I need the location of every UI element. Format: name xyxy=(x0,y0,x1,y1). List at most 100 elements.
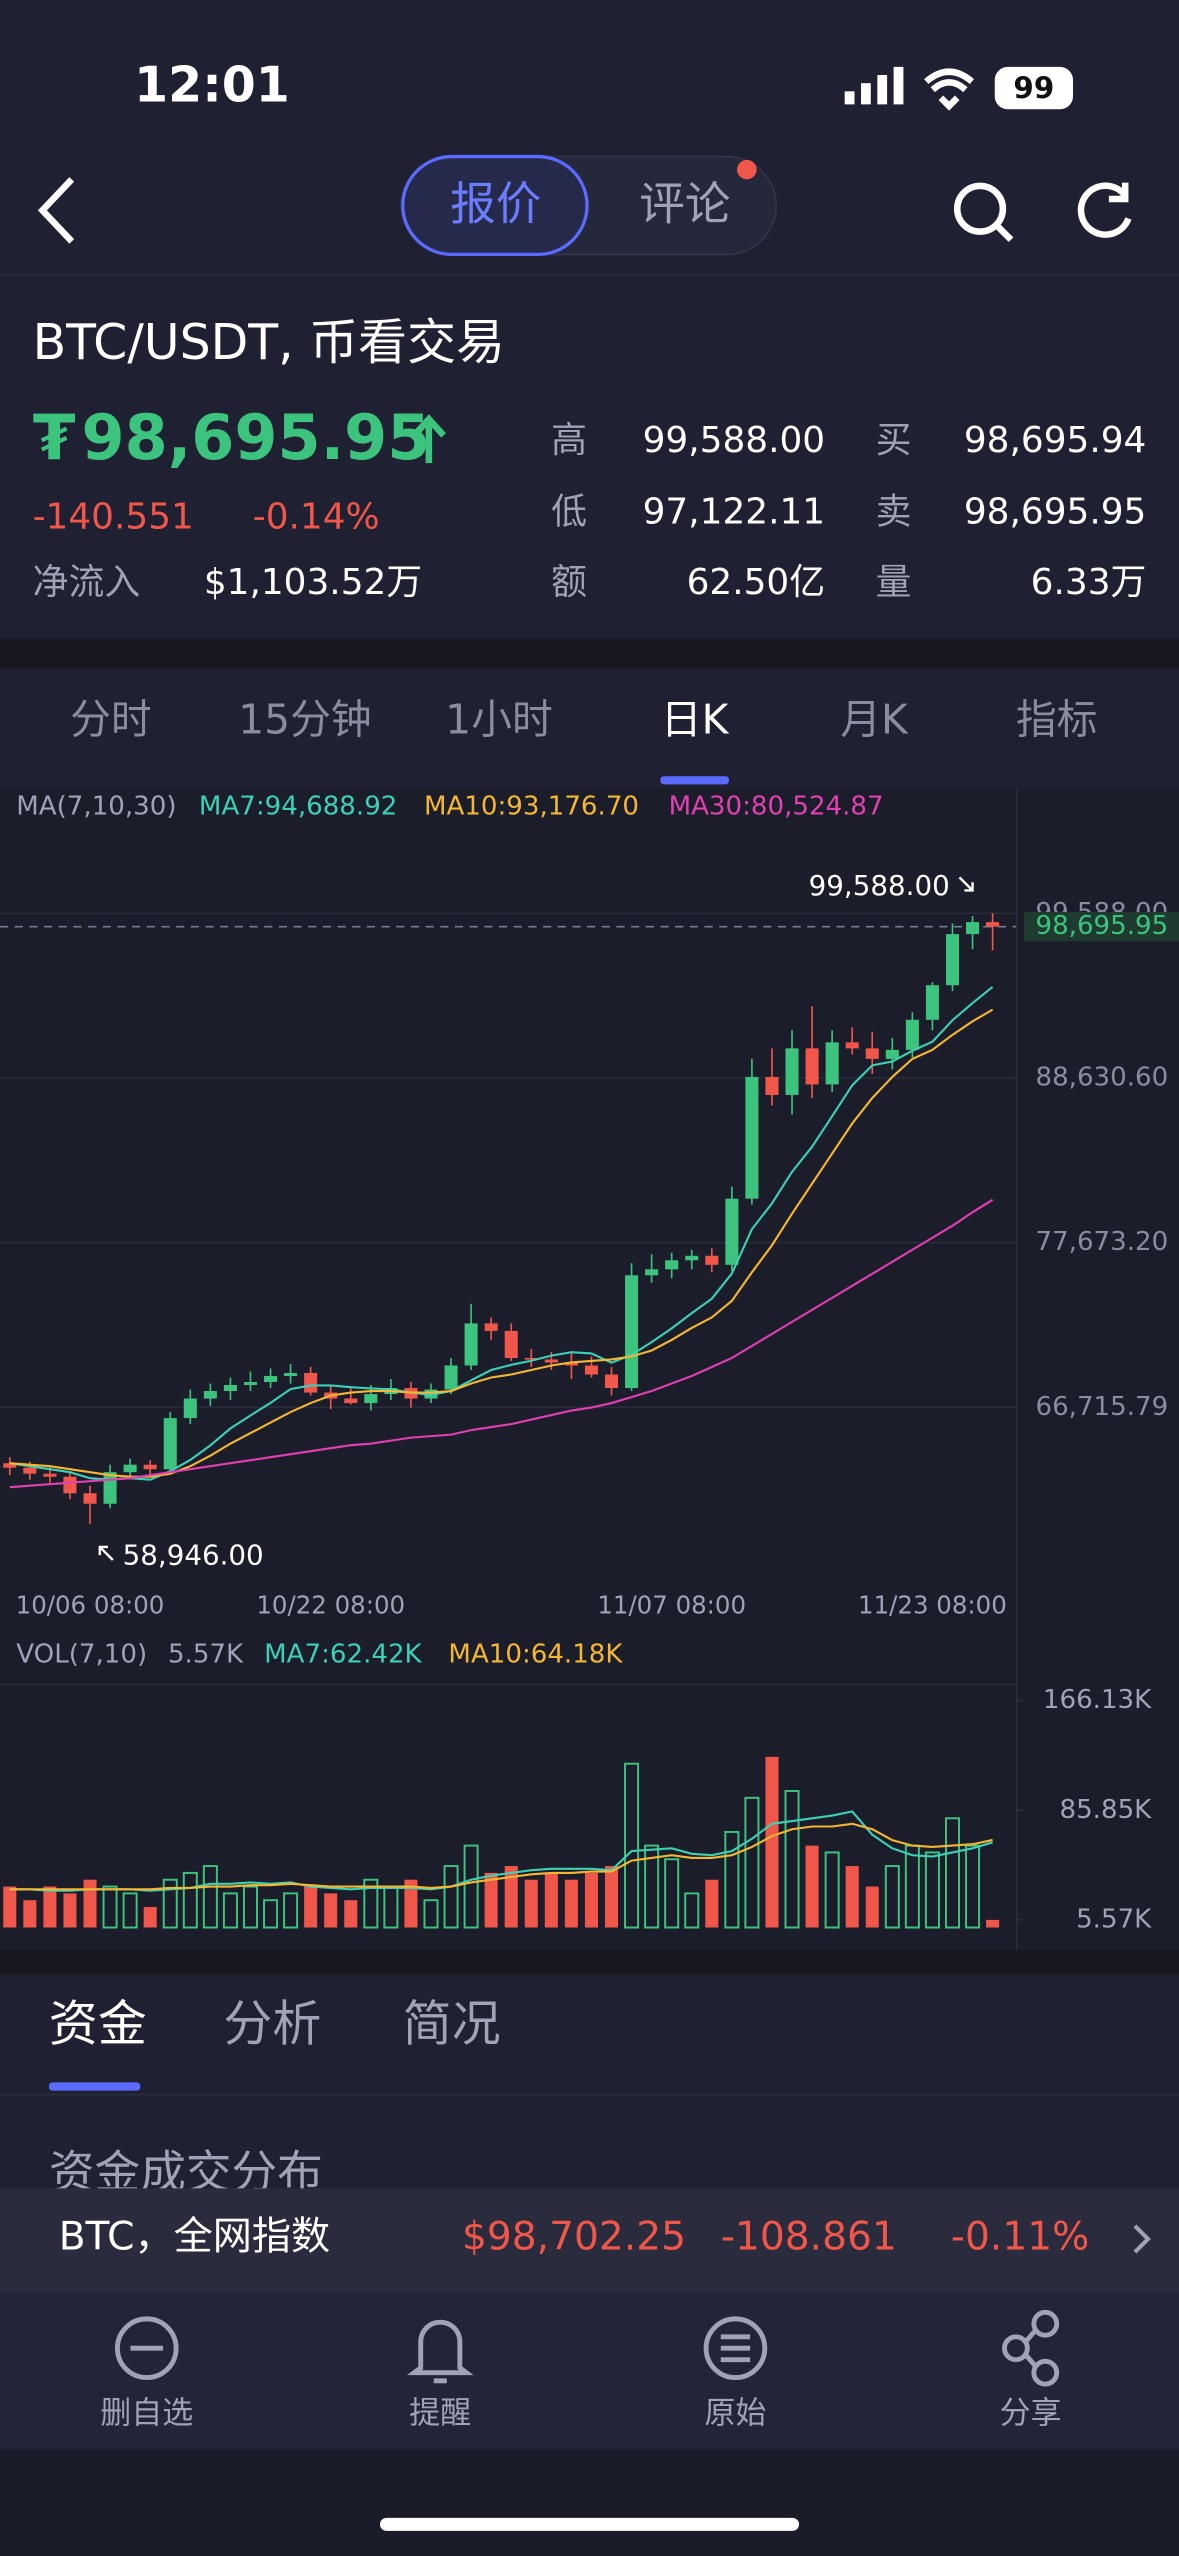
volume-bar xyxy=(965,1844,981,1929)
last-price: 98,695.95 xyxy=(82,401,431,474)
candle-body xyxy=(223,1385,237,1392)
stat-label: 卖 xyxy=(876,492,912,533)
period-tab[interactable]: 15分钟 xyxy=(238,695,371,743)
stat-label: 量 xyxy=(876,562,912,603)
candle-body xyxy=(805,1048,819,1085)
candle-body xyxy=(243,1382,257,1386)
section-underline xyxy=(48,2082,141,2091)
gap xyxy=(0,1950,1179,1974)
ma-legend-item: MA10:93,176.70 xyxy=(424,792,639,822)
volume-bar xyxy=(283,1892,299,1929)
period-tab[interactable]: 日K xyxy=(661,695,730,743)
battery xyxy=(994,66,1074,110)
volume-bar xyxy=(765,1756,779,1928)
candle-body xyxy=(705,1255,719,1265)
volume-bar xyxy=(404,1879,418,1928)
section-tab[interactable]: 资金 xyxy=(49,1995,147,2052)
candle-body xyxy=(825,1042,839,1085)
nav-bar xyxy=(0,2292,1179,2450)
tab-quote[interactable]: 报价 xyxy=(450,178,541,231)
volume-bar xyxy=(23,1900,37,1928)
stat-value: 98,695.94 xyxy=(964,420,1147,461)
price-tag-bg xyxy=(1024,912,1179,942)
ma-legend-item: MA30:80,524.87 xyxy=(669,792,884,822)
volume-bar xyxy=(83,1879,97,1928)
back-button[interactable] xyxy=(37,177,75,244)
volume-bar xyxy=(865,1886,879,1928)
period-tab[interactable]: 1小时 xyxy=(445,695,552,743)
price-tag: 98,695.95 xyxy=(1035,911,1168,941)
candle-body xyxy=(83,1493,97,1504)
ticker-bar[interactable] xyxy=(0,2188,1179,2293)
badge xyxy=(737,159,757,180)
stat-label: 低 xyxy=(551,492,587,533)
volume-bar xyxy=(143,1907,157,1928)
volume-bar xyxy=(3,1886,17,1928)
candle-body xyxy=(304,1373,318,1393)
nav-labels: 删自选 提醒 原始 分享 xyxy=(100,2396,1061,2432)
segment-selected[interactable] xyxy=(401,154,589,257)
candle-body xyxy=(966,922,980,935)
period-tab[interactable]: 分时 xyxy=(70,695,152,743)
ma-line xyxy=(9,986,994,1481)
volume-bar xyxy=(363,1878,379,1929)
high-arrow xyxy=(958,876,974,892)
nav-label[interactable]: 分享 xyxy=(1000,2396,1062,2432)
divider xyxy=(0,273,1179,276)
candle-body xyxy=(103,1472,117,1504)
ticker-price: $98,702.25 xyxy=(462,2214,686,2259)
candle-body xyxy=(464,1323,478,1366)
candle-body xyxy=(865,1048,879,1059)
candle-body xyxy=(544,1359,558,1363)
period-tab[interactable]: 指标 xyxy=(1016,695,1098,743)
volume-bar xyxy=(222,1892,238,1929)
vol-ma-line xyxy=(9,1822,993,1891)
period-tab[interactable]: 月K xyxy=(840,695,909,743)
volume-bar xyxy=(423,1899,439,1929)
currency-symbol: ₮ xyxy=(33,401,76,474)
section-tabs: 资金 分析 简况 xyxy=(49,1995,501,2052)
gap xyxy=(0,639,1179,669)
volume-bar xyxy=(202,1865,218,1929)
y-tick-label: 88,630.60 xyxy=(1035,1062,1168,1092)
candle-body xyxy=(264,1376,278,1383)
vol-current: 5.57K xyxy=(168,1640,244,1670)
tab-comments[interactable]: 评论 xyxy=(639,178,730,231)
volume-bar xyxy=(604,1866,619,1928)
stat-label: 高 xyxy=(551,420,587,461)
vol-ma-line xyxy=(9,1810,993,1892)
section-tab[interactable]: 简况 xyxy=(403,1995,501,2052)
candle-body xyxy=(604,1374,619,1389)
candle-body xyxy=(665,1260,679,1270)
axis-divider xyxy=(1015,789,1018,1951)
x-tick-label: 11/07 08:00 xyxy=(597,1590,746,1619)
volume-bar xyxy=(182,1871,198,1929)
candle-body xyxy=(3,1463,17,1468)
volume-bar xyxy=(744,1796,760,1929)
refresh-button[interactable] xyxy=(1077,182,1132,238)
candle-body xyxy=(43,1473,57,1477)
nav-label[interactable]: 删自选 xyxy=(100,2396,193,2432)
nav-label[interactable]: 提醒 xyxy=(409,2396,471,2432)
ticker-name: BTC，全网指数 xyxy=(59,2214,330,2259)
volume-bar xyxy=(564,1879,578,1928)
search-button[interactable] xyxy=(953,182,1014,243)
stat-label: 额 xyxy=(551,562,587,603)
volume-bar xyxy=(504,1866,518,1928)
section-tab[interactable]: 分析 xyxy=(223,1995,321,2052)
volume-bar xyxy=(484,1872,498,1928)
volume-bar xyxy=(344,1900,358,1928)
inflow-label: 净流入 xyxy=(33,562,141,603)
stat-label: 买 xyxy=(876,420,912,461)
battery-level: 99 xyxy=(1013,71,1054,105)
vol-tick-label: 5.57K xyxy=(1076,1904,1152,1934)
volume-bar xyxy=(845,1866,859,1928)
volume-bar xyxy=(263,1899,279,1929)
volume-bar xyxy=(944,1817,960,1929)
stats: 高 99,588.00 低 97,122.11 额 62.50亿 买 98,695.94 卖 98… xyxy=(551,420,1146,603)
ma-legend-item: MA7:94,688.92 xyxy=(199,792,397,822)
candle-body xyxy=(785,1048,799,1095)
candle-body xyxy=(885,1049,899,1059)
nav-label[interactable]: 原始 xyxy=(704,2396,766,2432)
